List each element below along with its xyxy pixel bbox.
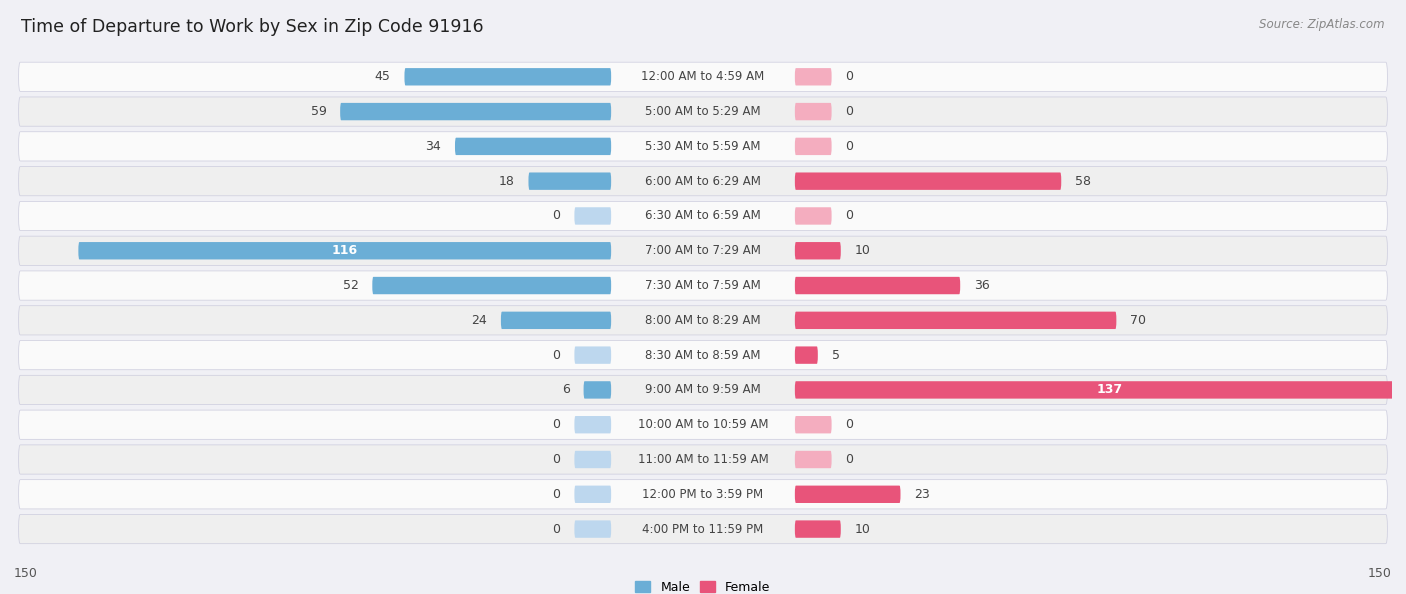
Text: 0: 0 xyxy=(845,70,853,83)
FancyBboxPatch shape xyxy=(583,381,612,399)
Text: 70: 70 xyxy=(1130,314,1146,327)
FancyBboxPatch shape xyxy=(373,277,612,294)
Text: 58: 58 xyxy=(1076,175,1091,188)
Text: 7:00 AM to 7:29 AM: 7:00 AM to 7:29 AM xyxy=(645,244,761,257)
FancyBboxPatch shape xyxy=(18,514,1388,544)
Text: 10: 10 xyxy=(855,244,870,257)
FancyBboxPatch shape xyxy=(18,445,1388,474)
Text: 10:00 AM to 10:59 AM: 10:00 AM to 10:59 AM xyxy=(638,418,768,431)
FancyBboxPatch shape xyxy=(794,207,831,225)
Text: 0: 0 xyxy=(845,210,853,223)
Text: 0: 0 xyxy=(553,523,561,536)
Text: 23: 23 xyxy=(914,488,929,501)
Text: 9:00 AM to 9:59 AM: 9:00 AM to 9:59 AM xyxy=(645,383,761,396)
Text: 6:30 AM to 6:59 AM: 6:30 AM to 6:59 AM xyxy=(645,210,761,223)
Text: 0: 0 xyxy=(845,140,853,153)
FancyBboxPatch shape xyxy=(18,375,1388,405)
Text: 0: 0 xyxy=(553,210,561,223)
Text: 0: 0 xyxy=(553,453,561,466)
FancyBboxPatch shape xyxy=(794,416,831,434)
Text: 12:00 AM to 4:59 AM: 12:00 AM to 4:59 AM xyxy=(641,70,765,83)
Text: 4:00 PM to 11:59 PM: 4:00 PM to 11:59 PM xyxy=(643,523,763,536)
Text: 12:00 PM to 3:59 PM: 12:00 PM to 3:59 PM xyxy=(643,488,763,501)
FancyBboxPatch shape xyxy=(575,346,612,364)
Text: Time of Departure to Work by Sex in Zip Code 91916: Time of Departure to Work by Sex in Zip … xyxy=(21,18,484,36)
Text: 8:30 AM to 8:59 AM: 8:30 AM to 8:59 AM xyxy=(645,349,761,362)
FancyBboxPatch shape xyxy=(456,138,612,155)
FancyBboxPatch shape xyxy=(794,242,841,260)
FancyBboxPatch shape xyxy=(575,416,612,434)
Text: 5:00 AM to 5:29 AM: 5:00 AM to 5:29 AM xyxy=(645,105,761,118)
Text: 36: 36 xyxy=(974,279,990,292)
FancyBboxPatch shape xyxy=(794,277,960,294)
FancyBboxPatch shape xyxy=(575,520,612,538)
FancyBboxPatch shape xyxy=(18,62,1388,91)
Text: 0: 0 xyxy=(553,488,561,501)
FancyBboxPatch shape xyxy=(794,68,831,86)
FancyBboxPatch shape xyxy=(18,132,1388,161)
FancyBboxPatch shape xyxy=(18,480,1388,509)
FancyBboxPatch shape xyxy=(529,172,612,190)
Text: 45: 45 xyxy=(375,70,391,83)
Text: 6: 6 xyxy=(562,383,569,396)
Text: 150: 150 xyxy=(1368,567,1392,580)
Text: 0: 0 xyxy=(845,105,853,118)
FancyBboxPatch shape xyxy=(18,236,1388,266)
FancyBboxPatch shape xyxy=(18,410,1388,440)
Text: 0: 0 xyxy=(845,418,853,431)
FancyBboxPatch shape xyxy=(18,201,1388,230)
Text: 10: 10 xyxy=(855,523,870,536)
Text: 34: 34 xyxy=(426,140,441,153)
Text: 137: 137 xyxy=(1097,383,1122,396)
FancyBboxPatch shape xyxy=(794,103,831,121)
FancyBboxPatch shape xyxy=(18,271,1388,300)
FancyBboxPatch shape xyxy=(794,312,1116,329)
FancyBboxPatch shape xyxy=(794,172,1062,190)
Text: 24: 24 xyxy=(471,314,486,327)
FancyBboxPatch shape xyxy=(18,166,1388,196)
Text: 7:30 AM to 7:59 AM: 7:30 AM to 7:59 AM xyxy=(645,279,761,292)
FancyBboxPatch shape xyxy=(575,486,612,503)
FancyBboxPatch shape xyxy=(340,103,612,121)
FancyBboxPatch shape xyxy=(18,97,1388,126)
Legend: Male, Female: Male, Female xyxy=(630,576,776,594)
Text: 11:00 AM to 11:59 AM: 11:00 AM to 11:59 AM xyxy=(638,453,768,466)
FancyBboxPatch shape xyxy=(794,451,831,468)
Text: 150: 150 xyxy=(14,567,38,580)
FancyBboxPatch shape xyxy=(501,312,612,329)
Text: 0: 0 xyxy=(553,418,561,431)
FancyBboxPatch shape xyxy=(794,486,900,503)
Text: 18: 18 xyxy=(499,175,515,188)
FancyBboxPatch shape xyxy=(405,68,612,86)
Text: 6:00 AM to 6:29 AM: 6:00 AM to 6:29 AM xyxy=(645,175,761,188)
FancyBboxPatch shape xyxy=(794,138,831,155)
Text: 116: 116 xyxy=(332,244,357,257)
Text: 52: 52 xyxy=(343,279,359,292)
Text: 5: 5 xyxy=(831,349,839,362)
Text: 0: 0 xyxy=(845,453,853,466)
FancyBboxPatch shape xyxy=(575,207,612,225)
Text: 8:00 AM to 8:29 AM: 8:00 AM to 8:29 AM xyxy=(645,314,761,327)
FancyBboxPatch shape xyxy=(794,520,841,538)
FancyBboxPatch shape xyxy=(79,242,612,260)
FancyBboxPatch shape xyxy=(794,346,818,364)
FancyBboxPatch shape xyxy=(18,306,1388,335)
Text: 0: 0 xyxy=(553,349,561,362)
Text: Source: ZipAtlas.com: Source: ZipAtlas.com xyxy=(1260,18,1385,31)
FancyBboxPatch shape xyxy=(18,340,1388,369)
FancyBboxPatch shape xyxy=(794,381,1406,399)
Text: 59: 59 xyxy=(311,105,326,118)
Text: 5:30 AM to 5:59 AM: 5:30 AM to 5:59 AM xyxy=(645,140,761,153)
FancyBboxPatch shape xyxy=(575,451,612,468)
